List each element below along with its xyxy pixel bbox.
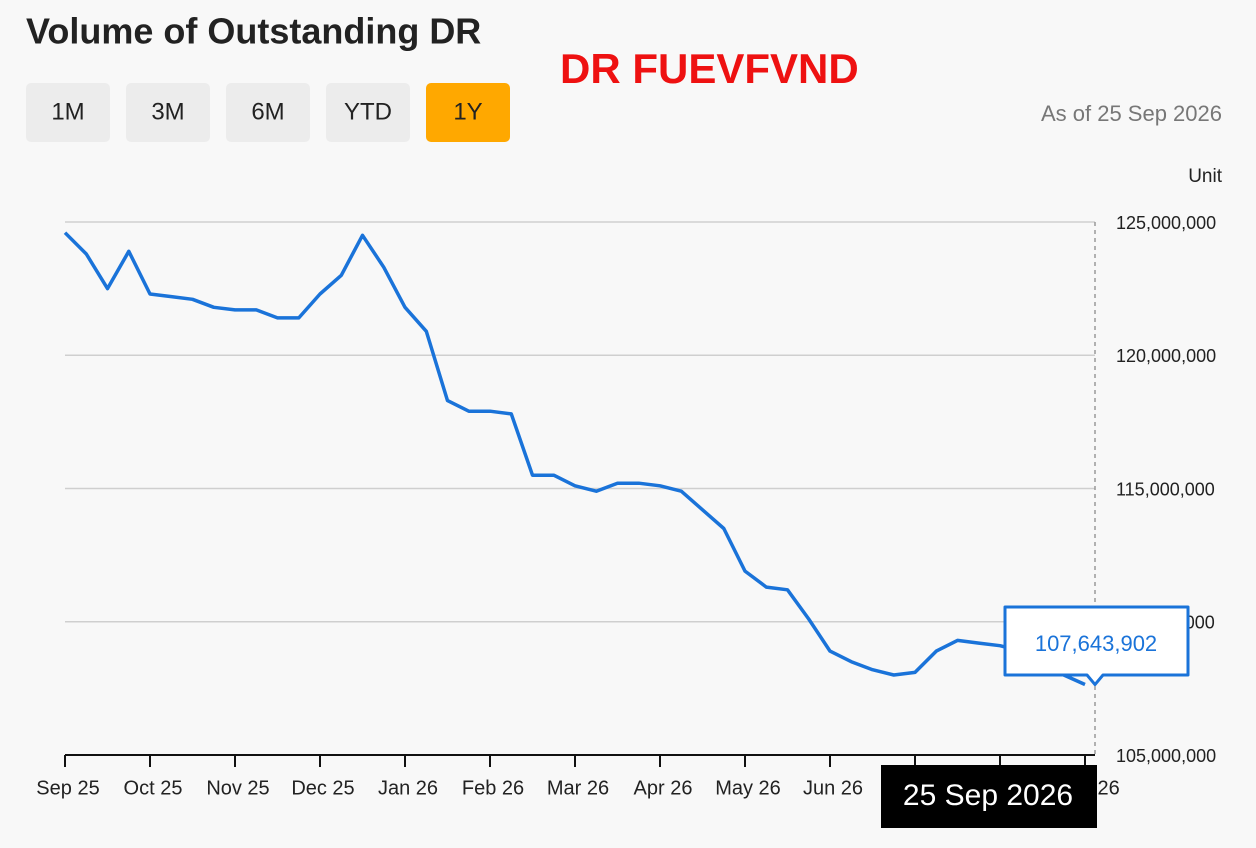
x-tick-label: Dec 25: [291, 777, 354, 799]
range-button[interactable]: [26, 83, 110, 142]
y-tick-label: 105,000,000: [1116, 746, 1216, 766]
chart-title: Volume of Outstanding DR: [26, 11, 481, 52]
x-tick-label: Jan 26: [378, 777, 438, 799]
unit-label: Unit: [1188, 166, 1223, 187]
crosshair-label-box: [881, 765, 1097, 828]
data-line: [63, 231, 1086, 687]
range-button-label[interactable]: 3M: [151, 98, 184, 125]
x-tick-label: May 26: [715, 777, 781, 799]
range-button-label[interactable]: 1Y: [453, 98, 482, 125]
x-tick-label: Nov 25: [206, 777, 269, 799]
crosshair-label: 25 Sep 2026: [903, 779, 1073, 812]
range-button[interactable]: [326, 83, 410, 142]
subtitle: DR FUEVFVND: [560, 45, 859, 92]
y-tick-label: 115,000,000: [1116, 479, 1215, 499]
x-tick-label: Feb 26: [462, 777, 524, 799]
data-label: 107,643,902: [1035, 631, 1157, 656]
x-tick-label: Mar 26: [547, 777, 609, 799]
range-button[interactable]: [126, 83, 210, 142]
y-tick-label: 125,000,000: [1116, 213, 1216, 233]
range-button[interactable]: [426, 83, 510, 142]
tooltip-box: [1003, 605, 1190, 687]
range-button-label[interactable]: 1M: [51, 98, 84, 125]
range-button-label[interactable]: 6M: [251, 98, 284, 125]
as-of: As of 25 Sep 2026: [1041, 101, 1222, 126]
range-button[interactable]: [226, 83, 310, 142]
x-tick-label: Oct 25: [124, 777, 183, 799]
y-tick-label: 120,000,000: [1116, 346, 1216, 366]
x-tick-label: Sep 25: [36, 777, 99, 799]
range-button-label[interactable]: YTD: [344, 98, 392, 125]
x-tick-label: Apr 26: [634, 777, 693, 799]
x-tick-label: Jun 26: [803, 777, 863, 799]
